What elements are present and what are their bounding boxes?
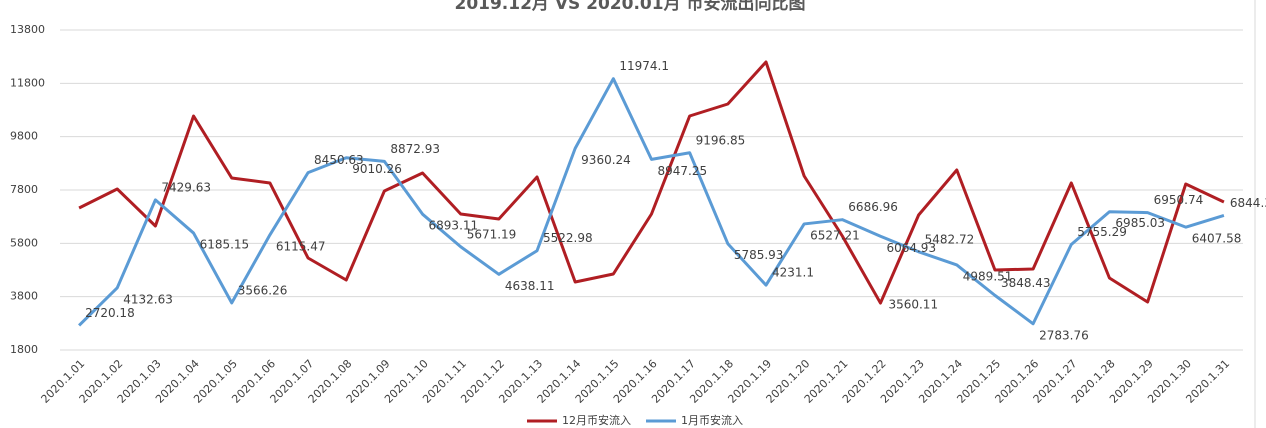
data-label: 3560.11 xyxy=(888,298,938,312)
data-label: 4638.11 xyxy=(505,279,555,293)
data-label: 5671.19 xyxy=(467,227,517,241)
data-label: 8947.25 xyxy=(658,164,708,178)
data-label: 5755.29 xyxy=(1077,225,1127,239)
legend-label: 12月币安流入 xyxy=(562,413,631,427)
legend-label: 1月币安流入 xyxy=(681,413,743,427)
data-label: 9010.26 xyxy=(352,162,402,176)
data-label: 7429.63 xyxy=(161,180,211,194)
data-label: 3566.26 xyxy=(238,283,288,297)
series-line xyxy=(78,60,1225,305)
data-label: 2783.76 xyxy=(1039,328,1089,342)
y-tick-label: 1800 xyxy=(10,343,38,356)
data-label: 6985.03 xyxy=(1115,216,1165,230)
data-label: 6115.47 xyxy=(276,239,326,253)
data-label: 4989.51 xyxy=(963,269,1013,283)
data-label: 6893.11 xyxy=(429,219,479,233)
data-label: 8872.93 xyxy=(390,142,440,156)
data-label: 4132.63 xyxy=(123,292,173,306)
data-label: 6686.96 xyxy=(848,200,898,214)
data-label: 2720.18 xyxy=(85,306,135,320)
data-label: 6844.36 xyxy=(1230,196,1266,210)
data-label: 6064.93 xyxy=(886,241,936,255)
y-tick-label: 11800 xyxy=(10,76,45,89)
series-line xyxy=(78,77,1225,327)
data-label: 6527.21 xyxy=(810,228,860,242)
y-tick-label: 9800 xyxy=(10,130,38,143)
data-label: 3848.43 xyxy=(1001,276,1051,290)
data-label: 8450.63 xyxy=(314,153,364,167)
data-label: 5522.98 xyxy=(543,231,593,245)
data-label: 6185.15 xyxy=(200,238,250,252)
data-label: 9360.24 xyxy=(581,153,631,167)
y-tick-label: 13800 xyxy=(10,23,45,36)
data-label: 6950.74 xyxy=(1154,193,1204,207)
data-label: 11974.1 xyxy=(619,59,669,73)
data-label: 5785.93 xyxy=(734,248,784,262)
data-label: 5482.72 xyxy=(925,232,975,246)
y-tick-label: 3800 xyxy=(10,290,38,303)
data-label: 4231.1 xyxy=(772,266,814,280)
data-label: 6407.58 xyxy=(1192,232,1242,246)
chart-title: 2019.12月 VS 2020.01月 币安流出同比图 xyxy=(454,0,805,14)
y-tick-label: 7800 xyxy=(10,183,38,196)
y-tick-label: 5800 xyxy=(10,236,38,249)
data-label: 9196.85 xyxy=(696,133,746,147)
